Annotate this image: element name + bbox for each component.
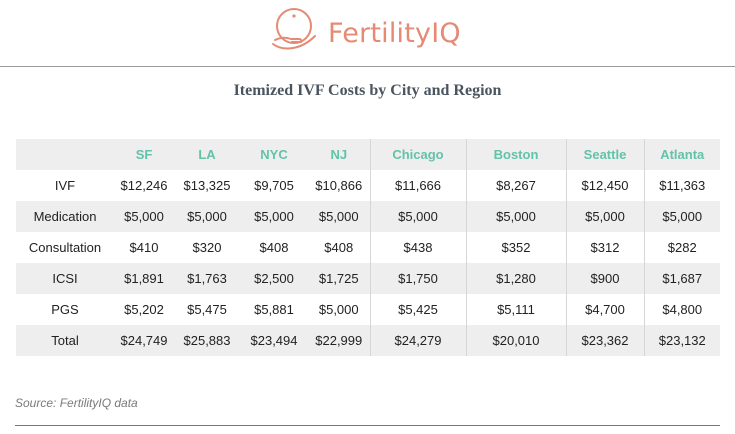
table-row: Medication $5,000 $5,000 $5,000 $5,000 $… — [16, 201, 720, 232]
table-cell: $5,000 — [174, 201, 240, 232]
table-cell: $25,883 — [174, 325, 240, 356]
table-cell: $9,705 — [254, 178, 294, 193]
table-cell: $320 — [192, 240, 222, 255]
column-header: Boston — [465, 139, 566, 170]
table-cell: $23,362 — [565, 325, 644, 356]
table-cell: $1,750 — [369, 263, 466, 294]
table-cell: $5,425 — [369, 294, 466, 325]
row-label: ICSI — [16, 263, 114, 294]
table-row-total: Total $24,749 $25,883 $23,494 $22,999 $2… — [16, 325, 720, 356]
table-cell: $24,749 — [114, 325, 174, 356]
table-cell: $22,999 — [308, 325, 370, 356]
table-row: ICSI $1,891 $1,763 $2,500 $1,725 $1,750 … — [16, 263, 720, 294]
table-cell: $12,450 — [565, 170, 644, 201]
header-row: SF LA NYC NJ Chicago Boston Seattle Atla… — [16, 139, 720, 170]
table-cell: $1,763 — [174, 263, 240, 294]
table-cell: $1,725 — [308, 263, 370, 294]
cost-table: SF LA NYC NJ Chicago Boston Seattle Atla… — [16, 139, 720, 356]
table-cell: $5,000 — [114, 201, 174, 232]
table-cell: $4,800 — [643, 294, 720, 325]
table-row: IVF $12,246 $13,325 $9,705 $10,866 $11,6… — [16, 170, 720, 201]
table-cell: $1,687 — [643, 263, 720, 294]
table-cell: $2,500 — [240, 263, 308, 294]
table-cell: $20,010 — [465, 325, 566, 356]
table-cell: $282 — [643, 232, 720, 263]
table-cell: $408 — [259, 240, 289, 255]
table-cell: $5,475 — [187, 302, 227, 317]
table-cell: $5,000 — [565, 201, 644, 232]
row-label: Total — [16, 325, 114, 356]
column-header: Atlanta — [643, 139, 720, 170]
table-cell: $5,111 — [465, 294, 566, 325]
table-cell: $5,000 — [369, 201, 466, 232]
table-cell: $408 — [324, 240, 354, 255]
table-cell: $5,202 — [124, 302, 164, 317]
source-note: Source: FertilityIQ data — [15, 396, 138, 410]
table-cell: $23,494 — [240, 325, 308, 356]
logo-text: FertilityIQ — [328, 18, 461, 49]
table-row: PGS $5,202 $5,475 $5,881 $5,000 $5,425 $… — [16, 294, 720, 325]
table-cell: $1,891 — [114, 263, 174, 294]
column-header: NYC — [240, 139, 308, 170]
column-header: SF — [114, 139, 174, 170]
table-cell: $24,279 — [369, 325, 466, 356]
divider-top — [0, 66, 735, 67]
table-cell: $8,267 — [465, 170, 566, 201]
table-cell: $900 — [565, 263, 644, 294]
table-cell: $352 — [465, 232, 566, 263]
table-cell: $12,246 — [120, 178, 168, 193]
row-label: Consultation — [28, 240, 102, 255]
row-label: IVF — [54, 178, 76, 193]
table-title: Itemized IVF Costs by City and Region — [233, 82, 502, 99]
table-cell: $23,132 — [643, 325, 720, 356]
logo: FertilityIQ — [0, 6, 735, 58]
table-cell: $11,363 — [643, 170, 720, 201]
table-cell: $5,000 — [465, 201, 566, 232]
row-label: PGS — [51, 302, 79, 317]
column-header: Seattle — [565, 139, 644, 170]
table-cell: $10,866 — [315, 178, 363, 193]
table-cell: $5,000 — [643, 201, 720, 232]
table-cell: $13,325 — [183, 178, 231, 193]
table-cell: $11,666 — [369, 170, 466, 201]
divider-bottom — [15, 425, 720, 426]
column-header: LA — [174, 139, 240, 170]
table-cell: $5,000 — [318, 302, 359, 317]
row-label: Medication — [16, 201, 114, 232]
column-header: Chicago — [369, 139, 466, 170]
column-header: NJ — [308, 139, 370, 170]
table-cell: $5,000 — [308, 201, 370, 232]
table-cell: $1,280 — [465, 263, 566, 294]
table-cell: $438 — [369, 232, 466, 263]
table-cell: $410 — [129, 240, 159, 255]
hand-drop-icon — [272, 8, 316, 50]
table-cell: $5,000 — [240, 201, 308, 232]
table-cell: $312 — [565, 232, 644, 263]
header-corner — [16, 139, 114, 170]
table-row: Consultation $410 $320 $408 $408 $438 $3… — [16, 232, 720, 263]
table-cell: $4,700 — [565, 294, 644, 325]
table-cell: $5,881 — [254, 302, 294, 317]
